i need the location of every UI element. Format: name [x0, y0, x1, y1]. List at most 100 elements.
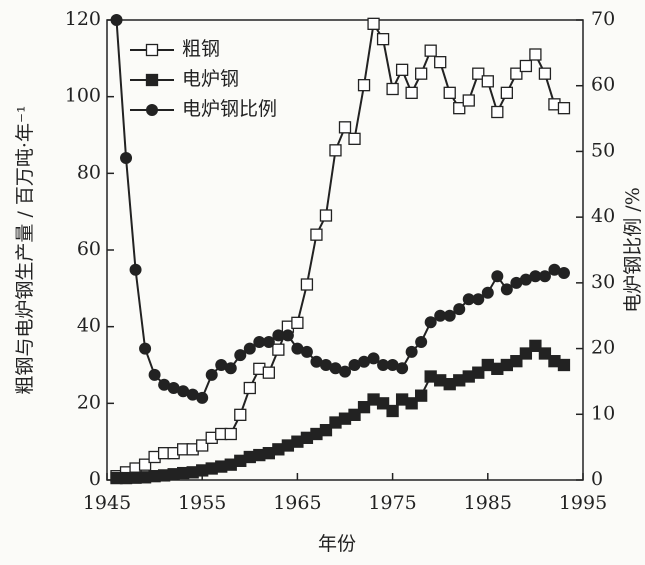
data-point	[548, 263, 561, 276]
data-point	[177, 385, 190, 398]
y-tick-label: 120	[65, 8, 101, 30]
y2-tick-label: 10	[591, 402, 615, 424]
y2-tick-label: 30	[591, 271, 615, 293]
y2-tick-label: 20	[591, 337, 615, 359]
y-tick-label: 80	[77, 161, 101, 183]
data-point	[510, 67, 523, 80]
data-point	[519, 273, 532, 286]
data-point	[367, 17, 380, 30]
data-point	[434, 309, 447, 322]
data-point	[376, 33, 390, 46]
data-point	[338, 121, 352, 134]
y-tick-label: 40	[77, 315, 101, 337]
data-point	[253, 336, 266, 348]
data-point	[205, 368, 218, 381]
data-point	[319, 359, 332, 371]
data-point	[234, 408, 247, 421]
data-point	[462, 293, 475, 306]
data-point	[339, 365, 351, 378]
x-tick-label: 1955	[178, 492, 226, 514]
data-point	[300, 345, 313, 358]
data-point	[500, 283, 513, 296]
data-point	[243, 381, 256, 395]
data-point	[472, 366, 485, 379]
data-point	[405, 397, 418, 410]
data-point	[148, 368, 161, 381]
data-point	[158, 378, 171, 391]
data-point	[358, 355, 371, 368]
data-point	[329, 362, 342, 375]
y-tick-label: 20	[77, 391, 101, 413]
data-point	[405, 345, 418, 358]
data-point	[519, 59, 533, 73]
data-point	[443, 86, 456, 99]
data-point	[462, 94, 475, 107]
x-tick-label: 1985	[464, 492, 512, 514]
data-point	[167, 382, 180, 394]
y2-tick-label: 0	[591, 468, 603, 490]
series-line	[116, 21, 565, 478]
data-point	[243, 342, 256, 355]
data-point	[272, 329, 285, 342]
data-point	[453, 303, 466, 316]
data-point	[415, 336, 428, 348]
x-tick-label: 1965	[273, 492, 321, 514]
data-point	[415, 67, 428, 80]
x-axis-label: 年份	[318, 533, 356, 555]
data-point	[395, 63, 409, 76]
data-point	[281, 329, 294, 342]
x-tick-label: 1975	[368, 492, 416, 514]
y2-tick-label: 70	[591, 8, 615, 30]
data-point	[538, 270, 551, 283]
data-point	[224, 362, 237, 375]
y2-axis-label: 电炉钢比例 /%	[622, 187, 644, 313]
x-tick-label: 1945	[83, 492, 131, 514]
data-point	[367, 352, 380, 365]
data-point	[319, 209, 333, 222]
data-point	[557, 102, 571, 115]
data-point	[138, 458, 152, 471]
data-point	[310, 228, 323, 241]
data-point	[186, 388, 199, 401]
data-point	[434, 56, 447, 69]
legend-label: 粗钢	[182, 38, 220, 60]
data-point	[510, 276, 523, 289]
y-tick-label: 100	[65, 85, 101, 107]
data-point	[519, 347, 533, 360]
legend-marker	[145, 73, 159, 87]
legend-label: 电炉钢	[182, 68, 239, 90]
data-point	[319, 424, 333, 437]
y-tick-label: 0	[89, 468, 101, 490]
legend-marker	[146, 104, 158, 116]
y2-tick-label: 40	[591, 205, 615, 227]
data-point	[196, 439, 209, 452]
data-point	[357, 79, 371, 92]
data-point	[120, 152, 133, 164]
data-point	[291, 316, 304, 329]
data-point	[215, 359, 228, 371]
data-point	[510, 355, 523, 368]
data-point	[386, 82, 399, 96]
data-point	[262, 366, 275, 379]
data-point	[348, 132, 361, 145]
data-point	[453, 102, 466, 115]
data-point	[424, 316, 437, 329]
data-point	[481, 286, 494, 299]
data-point	[538, 67, 552, 80]
data-point	[129, 263, 142, 276]
y-axis-label: 粗钢与电炉钢生产量 / 百万吨·年⁻¹	[14, 105, 36, 394]
data-point	[405, 86, 418, 99]
data-point	[529, 270, 542, 283]
data-point	[376, 397, 390, 410]
data-point	[196, 391, 209, 404]
data-point	[424, 44, 437, 57]
data-point	[386, 404, 399, 418]
data-point	[300, 278, 314, 291]
data-point	[481, 75, 494, 88]
data-point	[110, 14, 123, 26]
data-point	[139, 342, 152, 355]
data-point	[443, 309, 456, 322]
data-point	[310, 355, 323, 368]
data-point	[472, 67, 485, 80]
